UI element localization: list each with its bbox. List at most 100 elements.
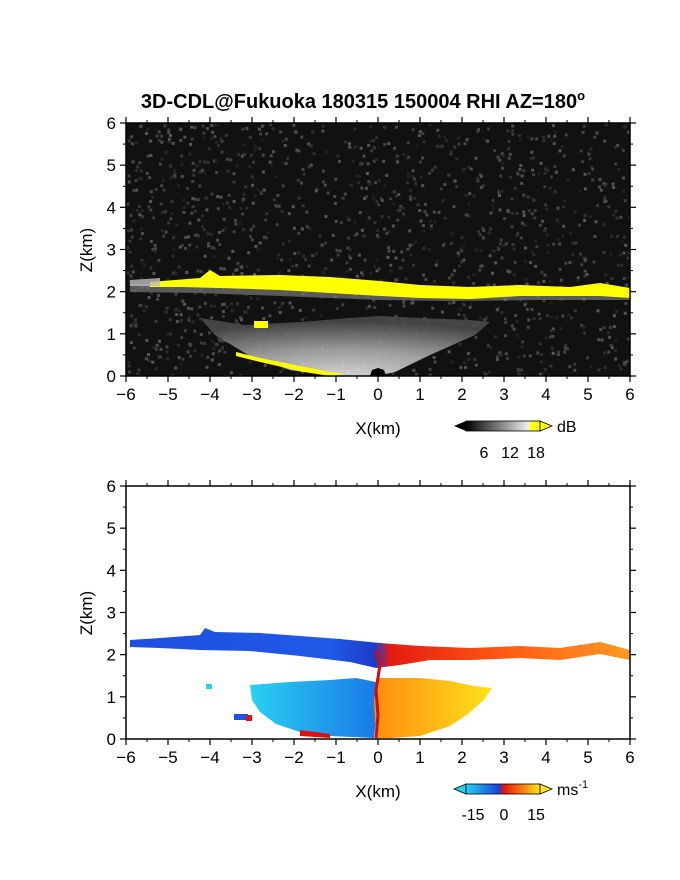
noise-pixel (476, 230, 480, 234)
noise-pixel (256, 297, 260, 301)
noise-pixel (599, 188, 603, 192)
noise-pixel (624, 283, 628, 287)
noise-pixel (281, 139, 285, 143)
noise-pixel (165, 306, 169, 310)
noise-pixel (468, 305, 472, 309)
noise-pixel (180, 336, 184, 340)
noise-pixel (308, 227, 312, 230)
noise-pixel (147, 353, 151, 356)
noise-pixel (196, 313, 200, 317)
noise-pixel (487, 127, 490, 131)
noise-pixel (141, 232, 144, 236)
noise-pixel (519, 163, 523, 167)
noise-pixel (522, 373, 526, 376)
noise-pixel (556, 206, 560, 210)
noise-pixel (458, 343, 462, 346)
noise-pixel (520, 345, 524, 349)
noise-pixel (259, 190, 263, 194)
noise-pixel (157, 355, 161, 359)
noise-pixel (373, 146, 376, 150)
noise-pixel (210, 245, 214, 249)
noise-pixel (500, 256, 504, 260)
noise-pixel (489, 346, 493, 349)
noise-pixel (586, 356, 590, 360)
noise-pixel (510, 211, 514, 215)
noise-pixel (523, 246, 527, 250)
noise-pixel (186, 201, 190, 205)
noise-pixel (533, 216, 537, 220)
noise-pixel (546, 314, 550, 318)
noise-pixel (320, 243, 324, 247)
noise-pixel (476, 179, 480, 183)
x-tick-label: −5 (158, 748, 177, 767)
noise-pixel (154, 188, 158, 191)
noise-pixel (214, 293, 218, 297)
noise-pixel (582, 124, 586, 128)
noise-pixel (540, 270, 544, 274)
noise-pixel (377, 203, 381, 207)
noise-pixel (459, 365, 463, 369)
noise-pixel (523, 259, 527, 263)
noise-pixel (537, 281, 540, 285)
noise-pixel (377, 267, 381, 271)
noise-pixel (253, 144, 257, 148)
noise-pixel (215, 171, 219, 175)
noise-pixel (206, 160, 210, 164)
noise-pixel (228, 205, 232, 209)
noise-pixel (262, 317, 266, 320)
noise-pixel (532, 173, 536, 177)
noise-pixel (392, 249, 396, 253)
noise-pixel (159, 202, 163, 206)
noise-pixel (456, 251, 460, 255)
noise-pixel (225, 201, 229, 205)
noise-pixel (311, 254, 315, 258)
noise-pixel (164, 230, 168, 234)
noise-pixel (529, 156, 533, 160)
noise-pixel (400, 250, 404, 254)
y-tick-label: 1 (107, 325, 116, 344)
noise-pixel (510, 197, 514, 201)
noise-pixel (462, 303, 466, 307)
noise-pixel (155, 134, 159, 138)
noise-pixel (231, 249, 235, 253)
noise-pixel (466, 214, 470, 218)
noise-pixel (425, 213, 429, 217)
velocity-outlier-cyan (206, 684, 212, 689)
noise-pixel (250, 238, 254, 242)
noise-pixel (301, 168, 305, 171)
noise-pixel (211, 340, 215, 344)
noise-pixel (506, 129, 510, 133)
noise-pixel (253, 194, 257, 198)
noise-pixel (309, 163, 313, 167)
noise-pixel (193, 197, 197, 201)
noise-pixel (239, 374, 243, 376)
noise-pixel (542, 279, 546, 283)
noise-pixel (220, 348, 224, 351)
noise-pixel (530, 137, 534, 141)
noise-pixel (588, 157, 592, 161)
noise-pixel (345, 269, 349, 273)
noise-pixel (357, 253, 361, 257)
noise-pixel (271, 150, 275, 154)
noise-pixel (571, 260, 575, 264)
noise-pixel (464, 194, 468, 197)
noise-pixel (385, 232, 389, 235)
noise-pixel (422, 273, 425, 277)
noise-pixel (145, 338, 149, 342)
noise-pixel (211, 352, 215, 356)
noise-pixel (300, 318, 304, 322)
velocity-ylabel: Z(km) (77, 591, 96, 635)
y-tick-label: 1 (107, 688, 116, 707)
noise-pixel (479, 264, 483, 268)
noise-pixel (411, 243, 415, 247)
noise-pixel (478, 172, 482, 176)
noise-pixel (530, 150, 534, 154)
noise-pixel (334, 177, 338, 181)
noise-pixel (281, 242, 285, 246)
noise-pixel (510, 225, 514, 229)
noise-pixel (604, 123, 608, 127)
noise-pixel (135, 209, 139, 212)
noise-pixel (145, 128, 149, 132)
noise-pixel (248, 135, 252, 139)
noise-pixel (221, 202, 225, 206)
